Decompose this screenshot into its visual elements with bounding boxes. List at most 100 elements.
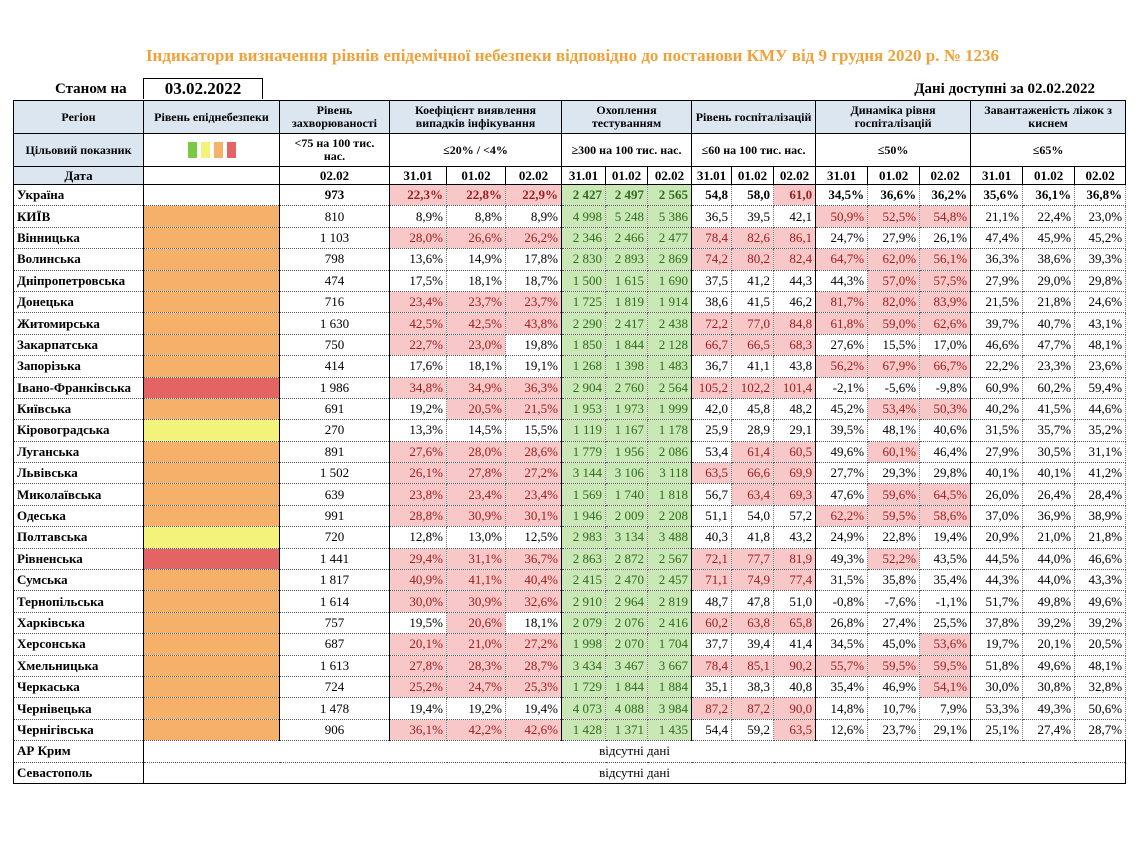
region-name: Київська: [13, 398, 144, 421]
test-value: 1 850: [561, 334, 606, 357]
table-row: Рівненська 1 441 29,4% 31,1% 36,7% 2 863 2 872…: [13, 548, 1127, 571]
det-value: 18,1%: [446, 270, 506, 292]
test-value: 1 973: [605, 398, 648, 421]
oxy-value: 40,1%: [1022, 462, 1076, 485]
table-row: Івано-Франківська 1 986 34,8% 34,9% 36,3% 2 9…: [13, 377, 1127, 399]
oxy-value: 38,9%: [1074, 505, 1127, 528]
det-value: 40,4%: [505, 569, 562, 592]
oxy-value: 35,2%: [1074, 419, 1127, 442]
dyn-value: 35,4%: [919, 569, 972, 592]
danger-level-cell: [143, 291, 280, 314]
oxy-value: 44,3%: [970, 569, 1024, 592]
danger-level-cell: [143, 248, 280, 271]
det-value: 18,7%: [505, 270, 562, 292]
oxy-value: 21,8%: [1074, 526, 1127, 549]
table-row: Одеська 991 28,8% 30,9% 30,1% 1 946 2 009 2 208…: [13, 505, 1127, 528]
det-value: 28,0%: [446, 441, 506, 464]
oxy-value: 31,1%: [1074, 441, 1127, 464]
det-value: 28,3%: [446, 655, 506, 677]
hosp-value: 53,4: [691, 441, 733, 464]
det-value: 26,6%: [446, 227, 506, 250]
incidence-value: 639: [279, 483, 390, 506]
det-value: 12,5%: [505, 526, 562, 549]
dyn-value: 35,8%: [867, 569, 921, 592]
hosp-value: 44,3: [773, 270, 817, 292]
indicators-table: Регіон Рівень епіднебезпеки Рівень захво…: [13, 100, 1127, 784]
region-name: Луганська: [13, 441, 144, 464]
det-value: 20,5%: [446, 398, 506, 421]
target-oxygen: ≤65%: [970, 133, 1127, 167]
dyn-value: -9,8%: [919, 377, 972, 399]
header-testing: Охоплення тестуванням: [560, 100, 693, 134]
test-value: 2 416: [646, 612, 693, 635]
danger-level-cell: [143, 334, 280, 357]
table-row: Кіровоградська 270 13,3% 14,5% 15,5% 1 119 1 1…: [13, 419, 1127, 442]
incidence-value: 1 441: [279, 548, 390, 571]
table-row: Житомирська 1 630 42,5% 42,5% 43,8% 2 290 2 41…: [13, 312, 1127, 335]
region-name: Закарпатська: [13, 334, 144, 357]
region-name: Херсонська: [13, 633, 144, 656]
dyn-value: 50,9%: [815, 205, 869, 228]
hosp-value: 66,6: [731, 462, 775, 485]
date-test-3: 02.02: [646, 166, 693, 185]
table-row: Луганська 891 27,6% 28,0% 28,6% 1 779 1 956 2 0…: [13, 441, 1127, 464]
date-dyn-3: 02.02: [919, 166, 972, 185]
incidence-value: 750: [279, 334, 390, 357]
incidence-value: 1 103: [279, 227, 390, 250]
det-value: 19,1%: [505, 355, 562, 378]
incidence-value: 798: [279, 248, 390, 271]
dyn-value: 34,5%: [815, 184, 869, 207]
hosp-value: 90,2: [773, 655, 817, 677]
det-value: 36,1%: [389, 719, 447, 742]
hosp-value: 86,1: [773, 227, 817, 250]
dyn-value: 46,9%: [867, 676, 921, 699]
test-value: 1 818: [646, 483, 693, 506]
oxy-value: 22,4%: [1022, 205, 1076, 228]
dyn-value: -1,1%: [919, 590, 972, 613]
hosp-value: 82,4: [773, 248, 817, 271]
hosp-value: 51,1: [691, 505, 733, 528]
det-value: 14,5%: [446, 419, 506, 442]
oxy-value: 43,1%: [1074, 312, 1127, 335]
hosp-value: 90,0: [773, 697, 817, 720]
dyn-value: 29,1%: [919, 719, 972, 742]
table-row: Україна 973 22,3% 22,8% 22,9% 2 427 2 497 2 565…: [13, 184, 1127, 207]
legend-swatch: [200, 142, 210, 158]
det-value: 19,8%: [505, 334, 562, 357]
oxy-value: 36,8%: [1074, 184, 1127, 207]
test-value: 3 467: [605, 655, 648, 677]
table-row: Черкаська 724 25,2% 24,7% 25,3% 1 729 1 844 1 8…: [13, 676, 1127, 699]
table-row: Чернігівська 906 36,1% 42,2% 42,6% 1 428 1 371…: [13, 719, 1127, 742]
dyn-value: 35,4%: [815, 676, 869, 699]
oxy-value: 49,6%: [1074, 590, 1127, 613]
date-det-3: 02.02: [505, 166, 562, 185]
date-oxy-3: 02.02: [1074, 166, 1127, 185]
date-dyn-2: 01.02: [867, 166, 921, 185]
header-region: Регіон: [13, 100, 144, 134]
det-value: 26,1%: [389, 462, 447, 485]
det-value: 19,2%: [446, 697, 506, 720]
dyn-value: 36,6%: [867, 184, 921, 207]
date-test-2: 01.02: [605, 166, 648, 185]
table-row: Запорізька 414 17,6% 18,1% 19,1% 1 268 1 398 1 …: [13, 355, 1127, 378]
test-value: 2 290: [561, 312, 606, 335]
table-row: Дніпропетровська 474 17,5% 18,1% 18,7% 1 500 1…: [13, 270, 1127, 292]
test-value: 3 134: [605, 526, 648, 549]
hosp-value: 48,7: [691, 590, 733, 613]
danger-level-cell: [143, 312, 280, 335]
hosp-value: 65,8: [773, 612, 817, 635]
oxy-value: 19,7%: [970, 633, 1024, 656]
as-of-label: Станом на: [55, 81, 127, 97]
dyn-value: 49,3%: [815, 548, 869, 571]
region-name: Івано-Франківська: [13, 377, 144, 399]
oxy-value: 35,6%: [970, 184, 1024, 207]
date-hosp-1: 31.01: [691, 166, 733, 185]
dyn-value: 26,8%: [815, 612, 869, 635]
oxy-value: 60,2%: [1022, 377, 1076, 399]
test-value: 1 569: [561, 483, 606, 506]
region-name: Чернігівська: [13, 719, 144, 742]
table-row: Волинська 798 13,6% 14,9% 17,8% 2 830 2 893 2 8…: [13, 248, 1127, 271]
incidence-value: 1 817: [279, 569, 390, 592]
oxy-value: 50,6%: [1074, 697, 1127, 720]
header-incidence: Рівень захворюваності: [279, 100, 390, 134]
